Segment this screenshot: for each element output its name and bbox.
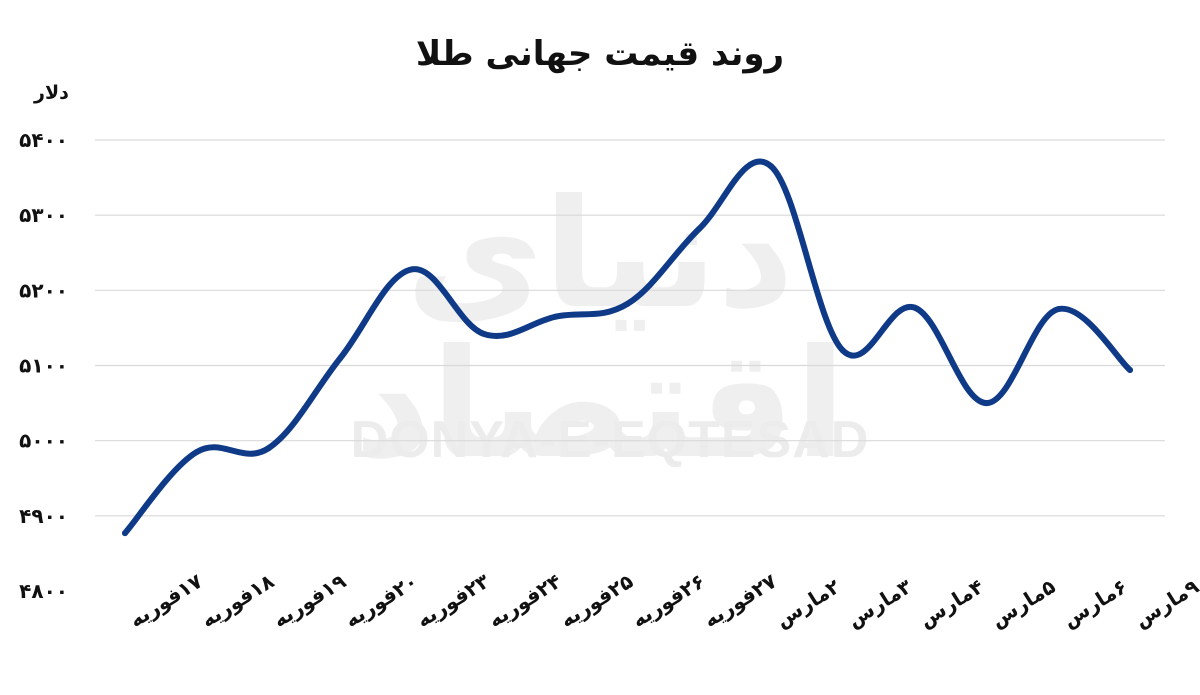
- x-tick-label: ۱۸فوریه: [197, 569, 279, 632]
- data-point: [696, 225, 703, 232]
- y-tick-label: ۵۱۰۰: [19, 354, 68, 378]
- x-tick-label: ۲۶فوریه: [627, 569, 709, 632]
- x-tick-label: ۴مارس: [915, 574, 988, 632]
- x-tick-label: ۱۷فوریه: [125, 569, 207, 632]
- data-point: [911, 304, 918, 311]
- x-tick-label: ۱۹فوریه: [269, 569, 351, 632]
- y-tick-label: ۵۲۰۰: [19, 278, 68, 302]
- data-point: [552, 313, 559, 320]
- y-tick-label: ۵۰۰۰: [19, 429, 68, 453]
- y-axis-ticks: ۴۸۰۰ ۴۹۰۰ ۵۰۰۰ ۵۱۰۰ ۵۲۰۰ ۵۳۰۰ ۵۴۰۰: [19, 128, 68, 603]
- y-axis-unit-label: دلار: [34, 82, 69, 104]
- chart-title: روند قیمت جهانی طلا: [415, 34, 785, 74]
- y-tick-label: ۵۳۰۰: [19, 203, 68, 227]
- data-point: [624, 300, 631, 307]
- series-group: [122, 158, 1133, 537]
- data-point: [1127, 367, 1133, 374]
- x-tick-label: ۶مارس: [1058, 574, 1131, 632]
- x-tick-label: ۲۴فوریه: [484, 569, 566, 632]
- data-point: [122, 530, 128, 537]
- y-tick-label: ۴۸۰۰: [19, 579, 68, 603]
- data-point: [409, 266, 416, 273]
- data-point: [193, 448, 200, 455]
- data-point: [768, 163, 775, 170]
- data-point: [1055, 306, 1062, 313]
- x-tick-label: ۲مارس: [771, 574, 844, 632]
- x-tick-label: ۲۳فوریه: [412, 569, 494, 632]
- x-axis-ticks: ۱۷فوریه۱۸فوریه۱۹فوریه۲۰فوریه۲۳فوریه۲۴فور…: [125, 569, 1200, 632]
- x-tick-label: ۲۰فوریه: [340, 569, 422, 632]
- series-line: [122, 158, 1133, 537]
- data-point: [839, 347, 846, 354]
- data-point: [480, 330, 487, 337]
- x-tick-label: ۲۷فوریه: [699, 569, 781, 632]
- gridlines: [95, 139, 1165, 517]
- x-tick-label: ۳مارس: [843, 574, 916, 632]
- watermark-logo: دنیای اقتصاد: [354, 168, 846, 492]
- data-point: [337, 354, 344, 361]
- data-point: [983, 400, 990, 407]
- x-tick-label: ۵مارس: [986, 574, 1059, 632]
- watermark-text: DONYA-E-EQTESAD: [350, 411, 870, 469]
- y-tick-label: ۴۹۰۰: [19, 504, 68, 528]
- data-point: [265, 445, 272, 452]
- x-tick-label: ۹مارس: [1130, 574, 1200, 632]
- x-tick-label: ۲۵فوریه: [556, 569, 638, 632]
- y-tick-label: ۵۴۰۰: [19, 128, 68, 152]
